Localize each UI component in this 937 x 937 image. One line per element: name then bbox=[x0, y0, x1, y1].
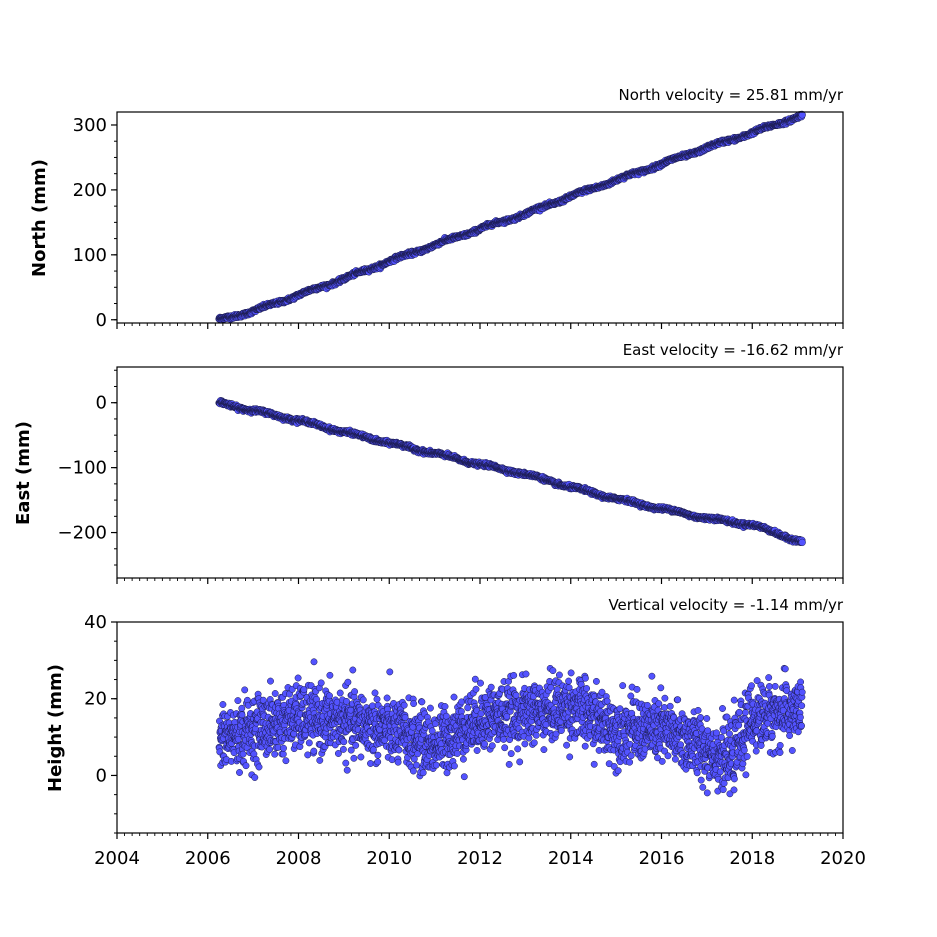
east-y-ticks: 0 −100 −200 bbox=[58, 369, 117, 566]
height-data-point bbox=[279, 750, 287, 758]
height-data-point bbox=[409, 767, 417, 775]
height-data-point bbox=[317, 679, 325, 687]
height-data-point bbox=[351, 688, 359, 696]
height-data-point bbox=[349, 666, 357, 674]
height-data-point bbox=[369, 702, 376, 710]
height-data-point bbox=[373, 695, 381, 703]
height-data-point bbox=[374, 758, 382, 766]
height-data-point bbox=[234, 697, 242, 705]
height-data-point bbox=[271, 750, 279, 758]
east-title: East velocity = -16.62 mm/yr bbox=[623, 341, 844, 359]
height-data-point bbox=[310, 658, 318, 666]
east-ytick-label: −100 bbox=[58, 458, 107, 479]
north-x-ticks bbox=[116, 323, 844, 329]
height-data-point bbox=[326, 692, 333, 700]
height-data-point bbox=[242, 762, 250, 770]
height-data-point bbox=[352, 741, 360, 749]
height-data-point bbox=[255, 763, 263, 771]
height-data-point bbox=[395, 746, 403, 754]
height-data-point bbox=[241, 686, 249, 694]
height-data-point bbox=[239, 750, 247, 758]
height-data-point bbox=[350, 754, 358, 762]
height-data-point bbox=[280, 744, 287, 752]
height-data-point bbox=[326, 671, 334, 679]
height-data-point bbox=[410, 700, 418, 708]
height-data-point bbox=[386, 668, 394, 676]
height-data-point bbox=[219, 701, 227, 708]
height-data-point bbox=[266, 745, 274, 753]
east-ytick-label: 0 bbox=[96, 393, 107, 414]
height-ylabel: Height (mm) bbox=[45, 664, 66, 792]
north-panel: North velocity = 25.81 mm/yr North (mm) … bbox=[29, 86, 844, 331]
height-data-points bbox=[215, 658, 806, 798]
height-data-point bbox=[419, 769, 427, 777]
height-data-point bbox=[271, 690, 279, 697]
height-data-point bbox=[388, 756, 396, 764]
east-data-point bbox=[798, 538, 806, 547]
height-data-point bbox=[340, 738, 348, 746]
height-data-point bbox=[359, 696, 367, 704]
height-data-point bbox=[304, 751, 312, 759]
east-ylabel: East (mm) bbox=[13, 421, 34, 525]
north-ytick-label: 200 bbox=[73, 180, 107, 201]
north-ylabel: North (mm) bbox=[29, 159, 50, 277]
north-data-points bbox=[215, 110, 806, 324]
height-data-point bbox=[238, 711, 246, 719]
east-ytick-label: −200 bbox=[58, 523, 107, 544]
height-data-point bbox=[400, 701, 408, 709]
height-data-point bbox=[316, 756, 324, 764]
height-data-point bbox=[383, 694, 391, 702]
north-ytick-label: 100 bbox=[73, 245, 107, 266]
east-x-ticks bbox=[116, 578, 844, 584]
east-panel: East velocity = -16.62 mm/yr East (mm) 0… bbox=[13, 341, 844, 584]
north-ytick-label: 300 bbox=[73, 115, 107, 136]
east-plot-frame bbox=[116, 366, 844, 579]
height-data-point bbox=[282, 757, 290, 765]
height-data-point bbox=[357, 753, 365, 761]
height-data-point bbox=[418, 698, 426, 706]
height-data-point bbox=[426, 704, 434, 712]
height-data-point bbox=[342, 759, 350, 767]
height-title: Vertical velocity = -1.14 mm/yr bbox=[608, 596, 843, 614]
height-data-point bbox=[236, 769, 243, 776]
height-data-point bbox=[394, 758, 402, 766]
height-data-point bbox=[336, 689, 344, 697]
east-data-points bbox=[215, 397, 806, 547]
height-data-point bbox=[251, 725, 259, 733]
north-y-ticks: 0 100 200 300 bbox=[73, 115, 117, 331]
height-data-point bbox=[238, 704, 246, 712]
height-data-point bbox=[339, 745, 347, 753]
height-data-point bbox=[371, 689, 379, 697]
height-data-point bbox=[343, 766, 351, 774]
height-data-point bbox=[267, 677, 274, 685]
north-ytick-label: 0 bbox=[96, 310, 107, 331]
height-data-point bbox=[374, 751, 382, 759]
north-title: North velocity = 25.81 mm/yr bbox=[619, 86, 844, 104]
height-data-point bbox=[310, 747, 318, 755]
height-data-point bbox=[294, 674, 302, 682]
height-data-point bbox=[343, 697, 350, 705]
height-panel: Vertical velocity = -1.14 mm/yr Height (… bbox=[45, 596, 866, 869]
height-data-point bbox=[251, 774, 259, 781]
height-data-point bbox=[305, 739, 313, 747]
height-data-point bbox=[344, 678, 352, 686]
